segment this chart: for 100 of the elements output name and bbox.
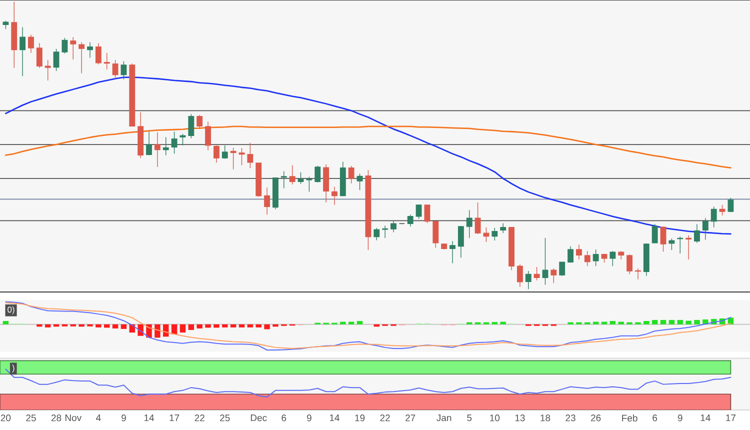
x-tick-label: 17 xyxy=(170,414,180,422)
bar xyxy=(340,322,346,324)
x-tick-label: 28 xyxy=(51,414,62,422)
candlestick xyxy=(702,218,708,240)
candlestick xyxy=(728,197,734,212)
candlestick xyxy=(416,204,422,220)
annotation: 0) xyxy=(8,306,14,314)
candlestick xyxy=(686,235,692,260)
bar xyxy=(677,320,683,324)
candlestick xyxy=(120,60,127,80)
bar xyxy=(44,324,51,328)
candlestick xyxy=(390,220,396,233)
bar xyxy=(36,324,42,327)
candlestick xyxy=(62,38,68,54)
candlestick xyxy=(205,121,211,151)
candlestick xyxy=(247,142,254,168)
candlestick xyxy=(154,132,160,168)
x-tick-label: 18 xyxy=(540,414,550,422)
annotation: ) xyxy=(12,364,14,373)
candlestick xyxy=(95,42,102,65)
candlestick xyxy=(53,48,60,72)
x-tick-label: 20 xyxy=(0,414,11,422)
candlestick xyxy=(188,114,194,139)
bar xyxy=(686,320,692,324)
candlestick xyxy=(450,240,456,264)
candlestick xyxy=(643,243,650,276)
candlestick xyxy=(500,222,506,234)
candlestick xyxy=(424,204,430,224)
candlestick xyxy=(710,206,717,228)
candlestick xyxy=(44,60,51,81)
bar xyxy=(601,322,608,324)
x-tick-label: 17 xyxy=(726,414,736,422)
candlestick xyxy=(525,270,532,290)
candlestick xyxy=(272,176,278,210)
candlestick xyxy=(289,164,296,185)
candlestick xyxy=(196,114,203,130)
x-tick-label: 13 xyxy=(515,414,525,422)
candlestick xyxy=(374,228,380,241)
candlestick xyxy=(492,228,498,241)
bar xyxy=(660,320,666,324)
candlestick xyxy=(146,131,152,156)
x-tick-label: 27 xyxy=(406,414,416,422)
bar xyxy=(256,324,262,328)
x-tick-label: Nov xyxy=(65,414,82,422)
x-tick-label: 22 xyxy=(380,414,390,422)
candlestick xyxy=(550,268,557,284)
bar xyxy=(214,324,220,328)
bar xyxy=(120,324,127,329)
candlestick xyxy=(138,112,144,158)
x-tick-label: 9 xyxy=(307,414,312,422)
bar xyxy=(592,322,599,324)
candlestick xyxy=(660,226,666,252)
candlestick xyxy=(264,187,270,216)
candlestick xyxy=(348,165,354,184)
x-tick-label: 14 xyxy=(330,414,340,422)
candlestick xyxy=(87,42,93,58)
candlestick xyxy=(458,226,464,258)
candlestick xyxy=(2,20,9,30)
candlestick xyxy=(129,63,136,127)
x-tick-label: 23 xyxy=(566,414,576,422)
bar xyxy=(247,324,254,328)
candlestick xyxy=(323,164,330,203)
candlestick xyxy=(28,34,34,54)
bar xyxy=(230,324,236,328)
candlestick xyxy=(70,36,76,60)
bar xyxy=(500,322,506,324)
x-tick-label: 6 xyxy=(282,414,286,422)
candlestick xyxy=(610,250,616,266)
x-tick-label: 26 xyxy=(591,414,601,422)
candlestick xyxy=(213,145,220,164)
candlestick xyxy=(576,244,582,260)
candlestick xyxy=(365,170,372,250)
bar xyxy=(272,324,278,327)
candlestick xyxy=(407,214,414,227)
x-tick-label: 9 xyxy=(678,414,682,422)
candlestick xyxy=(508,226,514,271)
bar xyxy=(348,322,354,324)
candlestick xyxy=(568,246,574,264)
candlestick xyxy=(314,165,321,183)
bar xyxy=(618,322,624,324)
candlestick xyxy=(516,264,523,288)
bar xyxy=(78,324,84,327)
candlestick xyxy=(112,60,118,78)
bar xyxy=(694,320,700,324)
candlestick xyxy=(36,42,42,68)
candlestick xyxy=(78,42,85,74)
bar xyxy=(205,324,211,328)
bar xyxy=(96,324,102,328)
bar xyxy=(238,324,245,328)
bar xyxy=(222,324,228,328)
bar xyxy=(644,320,650,324)
candlestick xyxy=(474,202,481,234)
candlestick xyxy=(694,224,700,244)
x-tick-label: Feb xyxy=(622,414,638,422)
candlestick xyxy=(618,250,624,260)
bar xyxy=(356,320,363,324)
candlestick xyxy=(11,1,18,68)
x-tick-label: 9 xyxy=(122,414,126,422)
candlestick xyxy=(382,225,388,238)
candlestick xyxy=(171,131,178,154)
